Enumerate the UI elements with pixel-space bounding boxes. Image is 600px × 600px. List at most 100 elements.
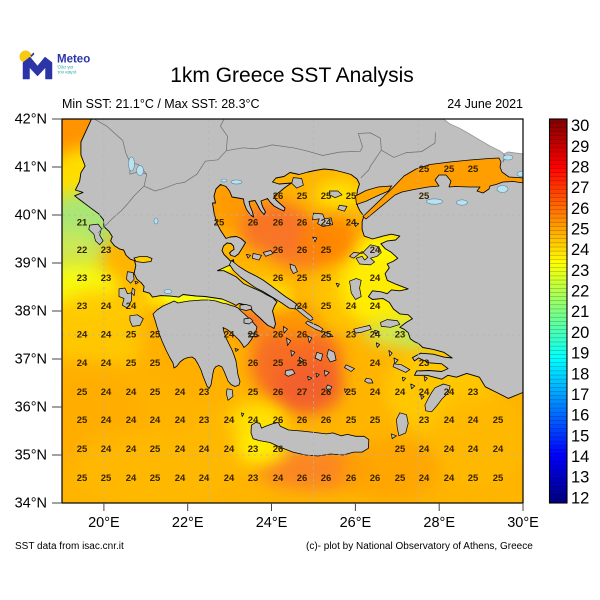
svg-text:23: 23 [77,301,88,312]
svg-text:24: 24 [468,415,479,426]
svg-text:26: 26 [321,387,332,398]
svg-text:24: 24 [175,473,186,484]
svg-text:42°N: 42°N [15,112,47,128]
svg-text:25: 25 [370,415,381,426]
svg-text:39°N: 39°N [15,256,47,272]
svg-text:25: 25 [101,473,112,484]
svg-text:17: 17 [571,386,589,404]
svg-text:24: 24 [224,444,235,455]
svg-text:24: 24 [395,387,406,398]
svg-text:25: 25 [150,387,161,398]
svg-text:24: 24 [199,473,210,484]
svg-text:25: 25 [444,164,455,175]
svg-text:25: 25 [126,358,137,369]
svg-text:36°N: 36°N [15,400,47,416]
svg-text:26: 26 [273,444,284,455]
svg-text:26: 26 [273,415,284,426]
svg-text:37°N: 37°N [15,352,47,368]
svg-text:24: 24 [468,444,479,455]
svg-text:25: 25 [346,191,357,202]
svg-text:13: 13 [571,469,589,487]
svg-text:23: 23 [419,415,430,426]
svg-text:24: 24 [444,387,455,398]
svg-text:26: 26 [273,218,284,229]
svg-text:40°N: 40°N [15,208,47,224]
svg-text:25: 25 [273,358,284,369]
svg-text:24: 24 [101,330,112,341]
svg-text:35°N: 35°N [15,448,47,464]
svg-text:25: 25 [346,387,357,398]
svg-text:26: 26 [273,191,284,202]
svg-text:Όλα για: Όλα για [57,65,74,70]
svg-text:24: 24 [370,387,381,398]
svg-text:23: 23 [419,358,430,369]
svg-text:25: 25 [297,191,308,202]
svg-text:24: 24 [370,273,381,284]
svg-text:25: 25 [150,330,161,341]
svg-text:16: 16 [571,407,589,425]
svg-text:τον καιρό: τον καιρό [58,69,77,75]
svg-text:24: 24 [419,444,430,455]
svg-text:26: 26 [273,245,284,256]
svg-text:Meteo: Meteo [57,54,90,66]
svg-text:26: 26 [297,358,308,369]
svg-text:26: 26 [297,473,308,484]
svg-text:23: 23 [395,330,406,341]
svg-text:25: 25 [321,301,332,312]
svg-text:24: 24 [571,241,589,259]
svg-text:25: 25 [321,330,332,341]
svg-text:14: 14 [571,448,589,466]
svg-text:28°E: 28°E [423,515,455,531]
svg-text:41°N: 41°N [15,160,47,176]
svg-text:24: 24 [175,444,186,455]
svg-text:23: 23 [571,262,589,280]
svg-text:25: 25 [468,164,479,175]
svg-text:24: 24 [101,444,112,455]
svg-text:24: 24 [224,330,235,341]
svg-text:25: 25 [321,273,332,284]
svg-text:24: 24 [126,473,137,484]
svg-text:24: 24 [101,415,112,426]
svg-text:21: 21 [77,218,88,229]
svg-text:24: 24 [248,415,259,426]
svg-text:26: 26 [297,330,308,341]
svg-text:24: 24 [199,444,210,455]
svg-text:24: 24 [419,387,430,398]
svg-text:25: 25 [126,330,137,341]
svg-text:24: 24 [126,301,137,312]
svg-text:15: 15 [571,427,589,445]
svg-text:26: 26 [273,273,284,284]
svg-text:24: 24 [444,473,455,484]
svg-text:26: 26 [248,330,259,341]
svg-text:24: 24 [101,301,112,312]
svg-text:21: 21 [571,303,589,321]
svg-text:22: 22 [77,245,88,256]
svg-text:25: 25 [297,273,308,284]
svg-text:24: 24 [101,387,112,398]
svg-text:26: 26 [297,245,308,256]
svg-text:25: 25 [214,218,225,229]
svg-text:26: 26 [321,473,332,484]
svg-text:23: 23 [101,273,112,284]
svg-text:24: 24 [101,358,112,369]
svg-text:38°N: 38°N [15,304,47,320]
svg-text:26: 26 [321,415,332,426]
svg-text:26: 26 [346,473,357,484]
svg-text:24: 24 [493,444,504,455]
svg-text:24: 24 [444,444,455,455]
svg-text:25: 25 [321,245,332,256]
svg-text:24: 24 [77,330,88,341]
svg-text:24: 24 [370,301,381,312]
svg-text:24: 24 [175,387,186,398]
svg-text:25: 25 [77,387,88,398]
svg-text:25: 25 [150,358,161,369]
svg-text:25: 25 [395,473,406,484]
svg-text:24: 24 [126,415,137,426]
svg-text:24: 24 [126,444,137,455]
svg-text:24: 24 [150,415,161,426]
svg-text:20: 20 [571,324,589,342]
svg-text:1km Greece SST Analysis: 1km Greece SST Analysis [170,64,414,87]
svg-text:24: 24 [346,218,357,229]
svg-text:23: 23 [199,415,210,426]
svg-text:24: 24 [346,301,357,312]
